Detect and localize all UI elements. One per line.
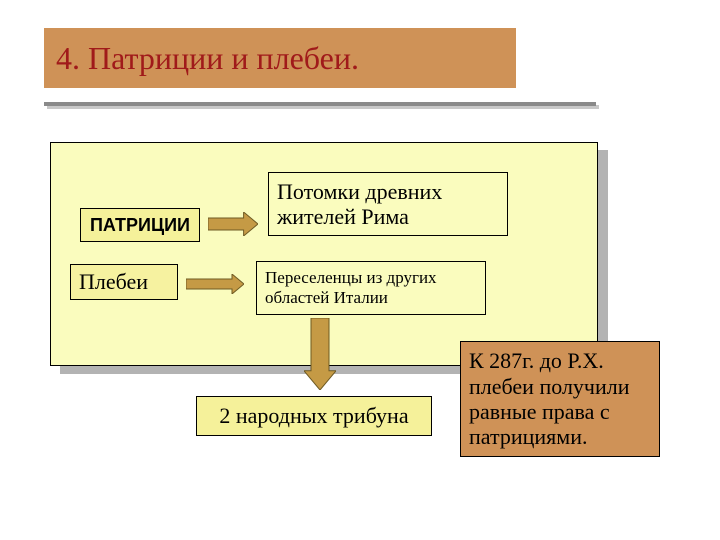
box-migrants: Переселенцы из других областей Италии [256, 261, 486, 315]
box-rights-line4: патрициями. [469, 424, 588, 449]
box-plebei-text: Плебеи [79, 269, 148, 294]
box-plebei: Плебеи [70, 264, 178, 300]
divider-shadow [47, 105, 599, 109]
box-patricii: ПАТРИЦИИ [80, 208, 200, 242]
arrow-2 [186, 274, 244, 299]
box-patricii-text: ПАТРИЦИИ [90, 215, 190, 236]
box-rights-line3: равные права с [469, 399, 610, 424]
slide: 4. Патриции и плебеи. ПАТРИЦИИ Плебеи По… [0, 0, 720, 540]
arrow-1 [208, 212, 258, 241]
arrow-3 [304, 318, 336, 395]
title-text: 4. Патриции и плебеи. [56, 40, 359, 77]
box-descendants-line2: жителей Рима [277, 204, 409, 229]
box-rights-line2: плебеи получили [469, 374, 630, 399]
divider-main [44, 102, 596, 106]
box-migrants-line1: Переселенцы из других [265, 268, 437, 288]
box-rights-line1: К 287г. до Р.Х. [469, 348, 604, 373]
box-tribunes-text: 2 народных трибуна [219, 403, 408, 428]
box-descendants-line1: Потомки древних [277, 179, 442, 204]
box-rights: К 287г. до Р.Х. плебеи получили равные п… [460, 341, 660, 457]
box-descendants: Потомки древних жителей Рима [268, 172, 508, 236]
title-block: 4. Патриции и плебеи. [44, 28, 516, 88]
box-tribunes: 2 народных трибуна [196, 396, 432, 436]
box-migrants-line2: областей Италии [265, 288, 388, 308]
